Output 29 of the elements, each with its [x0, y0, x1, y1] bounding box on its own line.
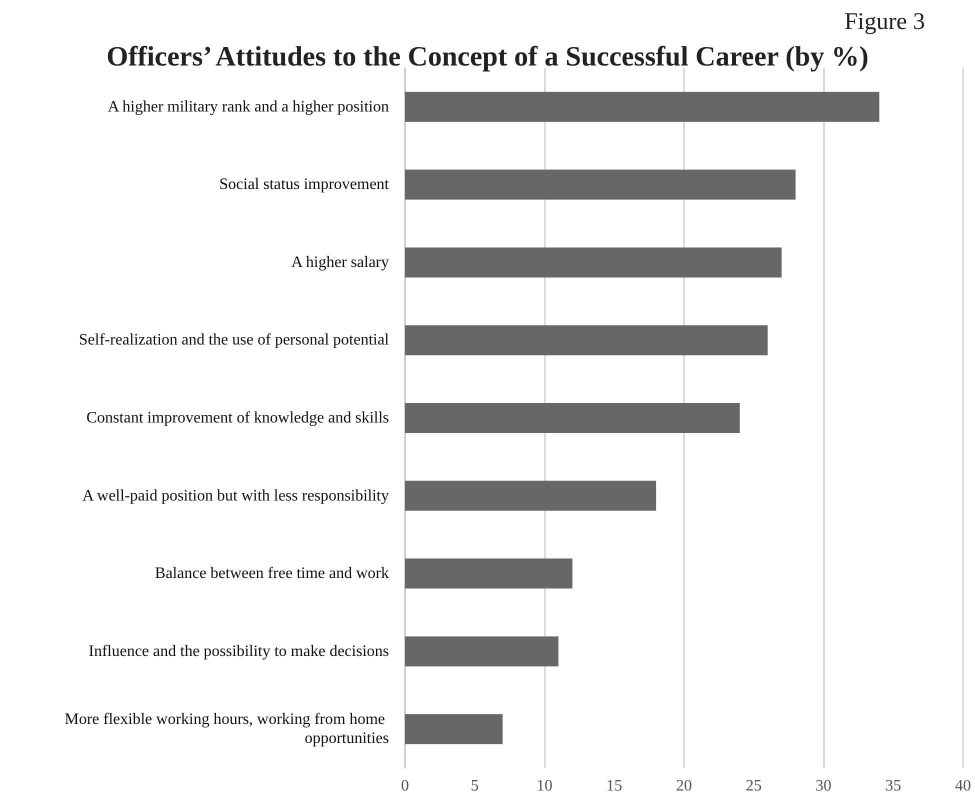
y-tick-label: A higher salary	[291, 254, 389, 271]
y-tick-label: Social status improvement	[219, 176, 390, 194]
y-tick-label: More flexible working hours, working from home opportunities	[64, 711, 389, 748]
x-tick-label: 40	[955, 778, 971, 794]
bar	[405, 480, 656, 511]
y-tick-label: Self-realization and the use of personal potential	[78, 332, 390, 349]
bar	[405, 558, 572, 589]
y-tick-label: Balance between free time and work	[154, 565, 389, 582]
bar	[405, 714, 503, 744]
x-tick-label: 20	[676, 778, 692, 794]
bar	[405, 403, 740, 433]
y-tick-label: A higher military rank and a higher position	[108, 98, 389, 116]
x-tick-label: 30	[816, 778, 832, 794]
bar	[405, 170, 796, 200]
chart-title: Officers’ Attitudes to the Concept of a Successful Career (by %)	[106, 42, 869, 72]
y-tick-label: A well-paid position but with less responsibility	[82, 487, 389, 504]
x-tick-label: 35	[885, 778, 902, 794]
y-tick-label: Constant improvement of knowledge and skills	[86, 410, 389, 426]
x-tick-label: 5	[470, 778, 479, 794]
x-tick-label: 25	[746, 778, 762, 794]
x-tick-label: 15	[606, 778, 622, 794]
x-tick-label: 10	[536, 778, 552, 794]
bar	[405, 636, 558, 666]
bar	[405, 92, 880, 122]
bar	[405, 325, 768, 356]
caption: Figure 3	[844, 9, 926, 35]
x-tick-label: 0	[401, 778, 409, 794]
bar	[405, 247, 782, 278]
y-tick-label: Influence and the possibility to make decisions	[88, 642, 389, 660]
